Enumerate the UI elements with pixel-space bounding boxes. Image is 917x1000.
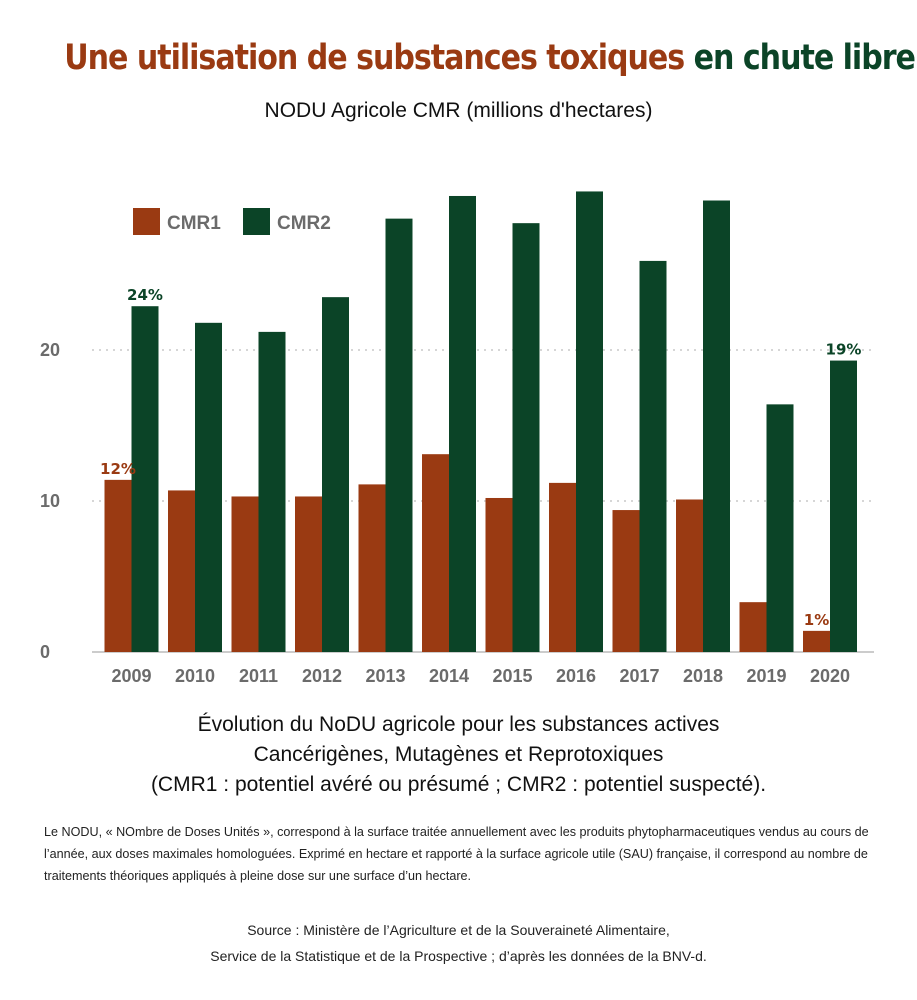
data-label: 1% [804, 611, 829, 629]
bar-cmr2 [830, 360, 857, 652]
bar-cmr2 [258, 331, 286, 652]
legend-swatch-cmr1 [133, 208, 160, 235]
bar-cmr2 [639, 260, 667, 652]
bar-cmr2 [322, 297, 349, 652]
source-note: Source : Ministère de l’Agriculture et d… [0, 917, 917, 969]
bar-cmr1 [422, 454, 449, 652]
y-tick-label: 0 [40, 642, 50, 662]
chart-caption: Évolution du NoDU agricole pour les subs… [40, 710, 877, 800]
definition-note: Le NODU, « NOmbre de Doses Unités », cor… [44, 825, 869, 883]
x-tick-label: 2015 [492, 666, 532, 686]
x-tick-label: 2019 [746, 666, 786, 686]
chart-subtitle: NODU Agricole CMR (millions d'hectares) [264, 99, 653, 122]
bar-cmr1 [168, 490, 195, 652]
x-tick-label: 2014 [429, 666, 469, 686]
bar-cmr1 [358, 484, 386, 652]
legend-label-cmr1: CMR1 [167, 213, 221, 234]
bar-cmr1 [485, 497, 513, 652]
bar-cmr2 [766, 404, 794, 652]
data-label: 24% [127, 286, 163, 304]
data-label: 12% [100, 460, 136, 478]
bar-cmr2 [576, 191, 603, 652]
caption-line-1: Évolution du NoDU agricole pour les subs… [197, 713, 720, 736]
data-label: 19% [826, 341, 862, 359]
bar-cmr1 [676, 499, 703, 652]
bar-cmr1 [295, 496, 322, 652]
chart-title-part1: Une utilisation de substances toxiques [64, 38, 685, 78]
x-tick-label: 2013 [365, 666, 405, 686]
x-tick-label: 2012 [302, 666, 342, 686]
legend-label-cmr2: CMR2 [277, 213, 331, 234]
caption-line-3: (CMR1 : potentiel avéré ou présumé ; CMR… [150, 773, 767, 796]
bar-cmr1 [612, 510, 640, 652]
bar-cmr2 [512, 223, 540, 652]
y-tick-label: 20 [40, 340, 60, 360]
x-tick-label: 2017 [619, 666, 659, 686]
bar-cmr1 [803, 630, 830, 652]
bar-cmr2 [703, 200, 730, 652]
x-tick-label: 2016 [556, 666, 596, 686]
bar-cmr2 [195, 322, 222, 652]
caption-line-2: Cancérigènes, Mutagènes et Reprotoxiques [253, 743, 664, 766]
x-tick-label: 2011 [239, 666, 278, 686]
bar-cmr2 [131, 306, 159, 652]
bar-cmr1 [549, 482, 576, 652]
y-tick-label: 10 [40, 491, 60, 511]
bar-cmr2 [385, 218, 413, 652]
x-tick-label: 2010 [175, 666, 215, 686]
legend-swatch-cmr2 [243, 208, 270, 235]
source-line-2: Service de la Statistique et de la Prosp… [210, 948, 707, 964]
bar-cmr1 [739, 602, 767, 652]
bar-cmr1 [104, 479, 132, 652]
x-tick-label: 2018 [683, 666, 723, 686]
bar-cmr1 [231, 496, 259, 652]
x-tick-label: 2020 [810, 666, 850, 686]
chart-title: Une utilisation de substances toxiques e… [64, 38, 916, 78]
chart-title-part2: en chute libre [693, 38, 916, 78]
bar-chart: 0 10 20 2009 2010 2011 2012 2013 2014 2015 2016 201… [40, 191, 874, 686]
bar-cmr2 [449, 195, 476, 653]
source-line-1: Source : Ministère de l’Agriculture et d… [247, 922, 670, 938]
x-tick-label: 2009 [111, 666, 151, 686]
